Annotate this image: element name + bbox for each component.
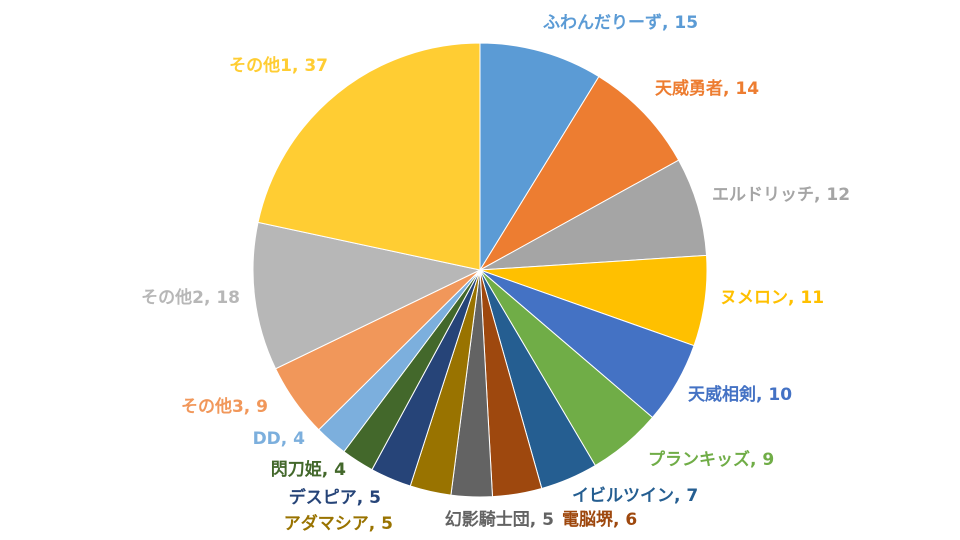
data-label-5: 天威相剣, 10 xyxy=(688,384,792,405)
data-label-2: 天威勇者, 14 xyxy=(655,78,759,99)
data-label-7: イビルツイン, 7 xyxy=(572,486,698,506)
pie-slice-16 xyxy=(257,42,481,271)
data-label-13: DD, 4 xyxy=(253,429,306,449)
data-label-9: 幻影騎士団, 5 xyxy=(445,509,554,530)
data-label-6: プランキッズ, 9 xyxy=(648,449,774,470)
data-label-10: アダマシア, 5 xyxy=(284,513,393,534)
data-label-3: エルドリッチ, 12 xyxy=(712,185,850,205)
data-label-1: ふわんだりーず, 15 xyxy=(543,13,698,33)
data-label-12: 閃刀姫, 4 xyxy=(271,459,346,480)
pie-slice-1 xyxy=(479,42,600,272)
data-label-15: その他2, 18 xyxy=(141,287,240,308)
data-label-14: その他3, 9 xyxy=(181,396,268,417)
pie-slice-2 xyxy=(478,75,680,272)
data-label-8: 電脳堺, 6 xyxy=(562,509,637,530)
data-label-11: デスピア, 5 xyxy=(289,487,381,508)
pie-data-labels: ふわんだりーず, 15 天威勇者, 14 エルドリッチ, 12 ヌメロン, 11 天威相… xyxy=(141,13,850,534)
pie-slices xyxy=(252,42,708,498)
data-label-4: ヌメロン, 11 xyxy=(720,288,824,308)
pie-slice-15 xyxy=(252,221,482,370)
data-label-16: その他1, 37 xyxy=(229,55,328,76)
